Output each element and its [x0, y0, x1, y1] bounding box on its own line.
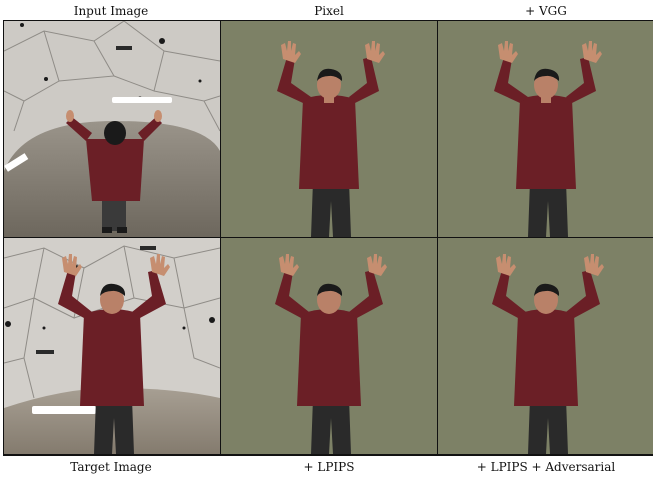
lpips-adversarial-result-panel — [438, 238, 653, 454]
input-image-panel — [4, 21, 220, 237]
pixel-result-panel — [221, 21, 437, 237]
vgg-result-panel — [438, 21, 653, 237]
label-lpips-adversarial: + LPIPS + Adversarial — [476, 460, 616, 474]
image-grid — [3, 20, 653, 456]
vgg-person-illustration — [438, 21, 653, 237]
lpips-person-illustration — [221, 238, 437, 454]
input-image-illustration — [4, 21, 220, 237]
label-lpips: + LPIPS — [303, 460, 355, 474]
target-image-panel — [4, 238, 220, 454]
label-vgg: + VGG — [525, 4, 567, 18]
lpips-adversarial-person-illustration — [438, 238, 653, 454]
label-target-image: Target Image — [70, 460, 152, 474]
label-input-image: Input Image — [73, 4, 149, 18]
pixel-person-illustration — [221, 21, 437, 237]
label-pixel: Pixel — [314, 4, 344, 18]
target-image-illustration — [4, 238, 220, 454]
lpips-result-panel — [221, 238, 437, 454]
